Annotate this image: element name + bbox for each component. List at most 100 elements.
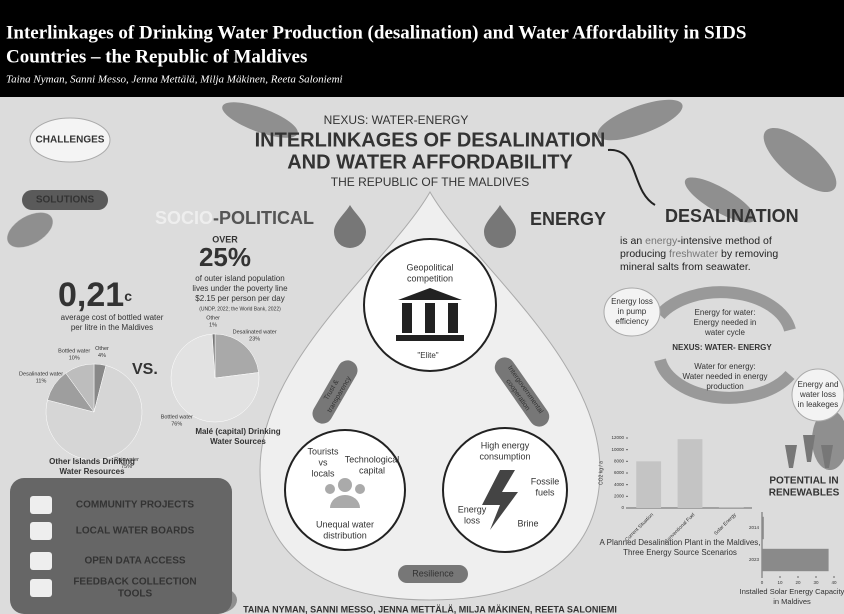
text: 20 bbox=[795, 580, 801, 585]
socio-a: SOCIO bbox=[155, 208, 213, 228]
stat-source: (UNDP, 2022; the World Bank, 2022) bbox=[199, 306, 281, 312]
text: 2000 bbox=[614, 494, 625, 499]
tab-label: SOLUTIONS bbox=[36, 195, 95, 206]
text: 4% bbox=[98, 353, 106, 359]
price-unit: c bbox=[124, 288, 132, 304]
drop-text: consumption bbox=[479, 451, 530, 461]
desal-line: mineral salts from seawater. bbox=[620, 261, 751, 273]
desal-line: producing freshwater by removing bbox=[620, 248, 778, 260]
drop-text: capital bbox=[359, 465, 385, 475]
desal-part: mineral salts from seawater. bbox=[620, 261, 751, 273]
energy-heading: ENERGY bbox=[530, 209, 606, 229]
text: NEXUS: WATER- ENERGY bbox=[672, 343, 772, 352]
text: 8000 bbox=[614, 459, 625, 464]
bar bbox=[678, 439, 703, 508]
drop-text: locals bbox=[311, 468, 335, 478]
stat-text: of outer island population bbox=[195, 274, 284, 283]
desal-part: is an bbox=[620, 235, 645, 247]
text: Bottled water bbox=[161, 415, 193, 421]
drop-text: High energy bbox=[481, 440, 530, 450]
poster-title: AND WATER AFFORDABILITY bbox=[287, 151, 573, 173]
text: 23% bbox=[249, 336, 260, 342]
text: Other bbox=[206, 315, 220, 321]
desal-part: by removing bbox=[718, 248, 778, 260]
pill-text: Resilience bbox=[412, 568, 454, 578]
text: A Planned Desalination Plant in the Mald… bbox=[600, 538, 761, 547]
text: in leakeges bbox=[798, 400, 838, 409]
text: 12000 bbox=[611, 435, 624, 440]
drop-text: loss bbox=[464, 515, 481, 525]
renewables: POTENTIAL IN bbox=[769, 476, 838, 487]
text: Energy loss bbox=[611, 297, 653, 306]
text: Desalinated water bbox=[19, 372, 63, 378]
header-title: Countries – the Republic of Maldives bbox=[6, 46, 307, 67]
text: 30 bbox=[813, 580, 819, 585]
text: Energy and bbox=[798, 380, 839, 389]
text: Energy needed in bbox=[694, 318, 757, 327]
price: 0,21c bbox=[58, 276, 132, 314]
desal-heading: DESALINATION bbox=[665, 206, 799, 226]
text: Bottled water bbox=[58, 348, 90, 354]
bar bbox=[762, 517, 764, 539]
text: COMMUNITY PROJECTS bbox=[76, 500, 194, 511]
desal-part: producing bbox=[620, 248, 669, 260]
desal-part: freshwater bbox=[669, 248, 719, 260]
price-value: 0,21 bbox=[58, 276, 124, 314]
text: 4000 bbox=[614, 482, 625, 487]
kicker: NEXUS: WATER-ENERGY bbox=[324, 113, 469, 127]
desal-line: is an energy-intensive method of bbox=[620, 235, 772, 247]
renewables: RENEWABLES bbox=[769, 488, 840, 499]
drop-text: Energy bbox=[458, 504, 487, 514]
text: 6000 bbox=[614, 470, 625, 475]
poster-title: INTERLINKAGES OF DESALINATION bbox=[255, 129, 606, 151]
text: Water Sources bbox=[210, 437, 266, 446]
drop-text: Geopolitical bbox=[406, 262, 453, 272]
price-text: average cost of bottled water bbox=[61, 313, 164, 322]
text: Other bbox=[95, 346, 109, 352]
text: Water needed in energy bbox=[682, 372, 767, 381]
poster-subtitle: THE REPUBLIC OF THE MALDIVES bbox=[331, 175, 530, 189]
text: 76% bbox=[171, 422, 182, 428]
drop-text: fuels bbox=[535, 487, 555, 497]
text: Other Islands Drinking bbox=[49, 457, 135, 466]
drop-text: "Elite" bbox=[417, 351, 438, 360]
text: in Maldives bbox=[773, 597, 811, 606]
solution-icon bbox=[30, 552, 52, 570]
desal-part: energy bbox=[645, 235, 678, 247]
text: FEEDBACK COLLECTION bbox=[73, 577, 196, 588]
desal-part: -intensive method of bbox=[677, 235, 772, 247]
stat-value: 25% bbox=[199, 242, 251, 272]
text: Desalinated water bbox=[233, 329, 277, 335]
drop-text: Unequal water bbox=[316, 519, 374, 529]
bar bbox=[762, 549, 829, 571]
footer: TAINA NYMAN, SANNI MESSO, JENNA METTÄLÄ,… bbox=[243, 604, 617, 614]
text: in pump bbox=[618, 307, 647, 316]
text: 11% bbox=[36, 379, 47, 385]
text: Energy for water: bbox=[695, 308, 756, 317]
text: Water Resources bbox=[59, 467, 125, 476]
drop-text: Tourists bbox=[307, 446, 339, 456]
solution-icon bbox=[30, 579, 52, 597]
text: 10 bbox=[777, 580, 783, 585]
text: Malé (capital) Drinking bbox=[195, 427, 280, 436]
text: 10% bbox=[69, 355, 80, 361]
text: CO2 kg / a bbox=[598, 461, 604, 485]
text: efficiency bbox=[615, 317, 648, 326]
tab-label: CHALLENGES bbox=[36, 135, 105, 146]
drop-text: Fossile bbox=[531, 476, 560, 486]
text: LOCAL WATER BOARDS bbox=[76, 526, 195, 537]
vs: VS. bbox=[132, 361, 158, 378]
stat-text: lives under the poverty line bbox=[192, 284, 288, 293]
text: 40 bbox=[831, 580, 837, 585]
drop-text: competition bbox=[407, 273, 453, 283]
text: water cycle bbox=[704, 328, 746, 337]
page: Interlinkages of Drinking Water Producti… bbox=[0, 0, 844, 614]
poster: Interlinkages of Drinking Water Producti… bbox=[0, 0, 844, 614]
drop-text: vs bbox=[319, 457, 329, 467]
socio-b: -POLITICAL bbox=[213, 208, 314, 228]
socio-heading: SOCIO-POLITICAL bbox=[155, 208, 314, 228]
solution-icon bbox=[30, 522, 52, 540]
text: 10000 bbox=[611, 447, 624, 452]
solution-icon bbox=[30, 496, 52, 514]
stat-text: $2.15 per person per day bbox=[195, 294, 284, 303]
